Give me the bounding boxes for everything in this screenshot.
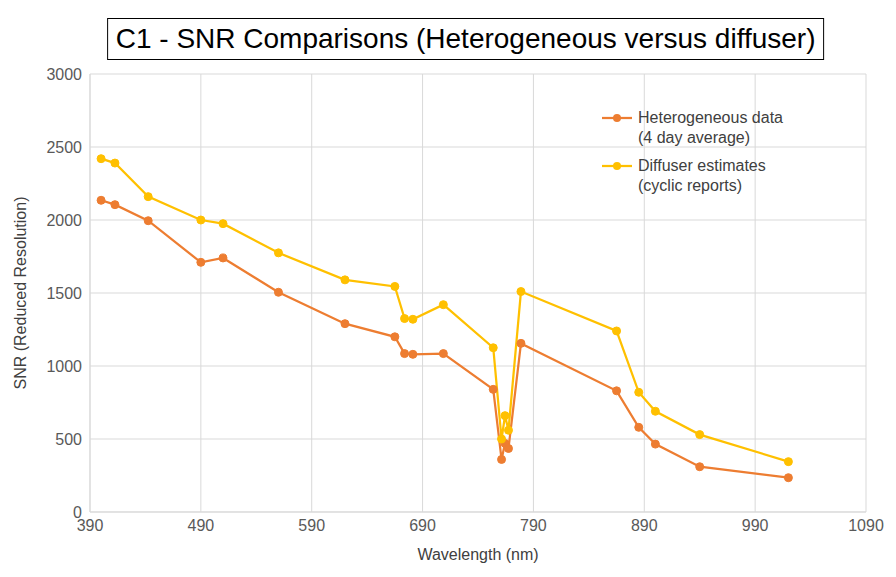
svg-text:500: 500: [55, 431, 82, 448]
svg-text:SNR (Reduced Resolution): SNR (Reduced Resolution): [12, 197, 29, 390]
svg-text:0: 0: [73, 504, 82, 521]
html-text:Diffuser estimates (cyclic rep: Diffuser estimates (cyclic reports): [638, 157, 766, 194]
html-text:C1 - SNR Comparisons (Heteroge: C1 - SNR Comparisons (Heterogeneous vers…: [115, 23, 816, 54]
svg-text:1500: 1500: [46, 285, 82, 302]
svg-text:390: 390: [76, 517, 104, 535]
html-text:Heterogeneous data (4 day aver: Heterogeneous data (4 day average): [638, 109, 783, 146]
svg-text:1090: 1090: [848, 517, 884, 534]
svg-text:890: 890: [631, 517, 658, 534]
svg-text:790: 790: [520, 517, 547, 534]
svg-text:3000: 3000: [46, 66, 82, 83]
svg-text:490: 490: [188, 517, 215, 534]
svg-text:990: 990: [742, 517, 769, 534]
svg-text:2000: 2000: [46, 212, 82, 229]
svg-text:Wavelength (nm): Wavelength (nm): [417, 546, 538, 563]
svg-text:690: 690: [409, 517, 436, 534]
svg-text:1000: 1000: [46, 358, 82, 375]
svg-text:590: 590: [298, 517, 325, 534]
svg-text:2500: 2500: [46, 139, 82, 156]
